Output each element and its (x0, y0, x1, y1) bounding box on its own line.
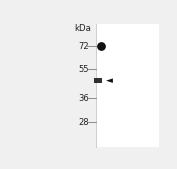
Text: 28: 28 (79, 118, 89, 127)
Text: 36: 36 (79, 94, 89, 103)
Text: ◄: ◄ (106, 76, 113, 85)
Text: 55: 55 (79, 65, 89, 74)
Bar (96, 24, 159, 147)
Text: 72: 72 (79, 42, 89, 51)
Text: kDa: kDa (74, 24, 91, 33)
Bar (95, 78, 102, 83)
Point (100, 45, 102, 48)
